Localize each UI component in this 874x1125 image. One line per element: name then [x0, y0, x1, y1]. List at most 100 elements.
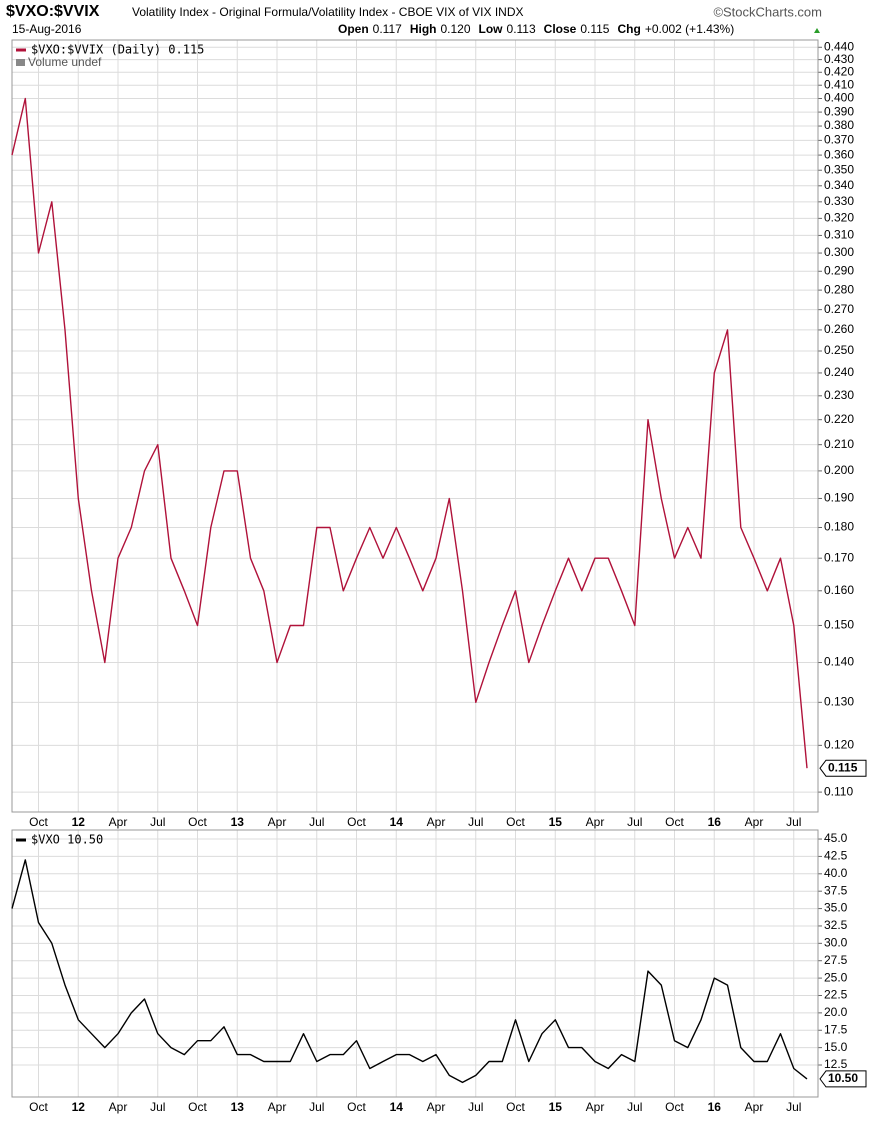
x-tick-label: Apr	[109, 815, 128, 829]
y-tick-label: 0.340	[824, 178, 854, 192]
date: 15-Aug-2016	[12, 22, 82, 36]
y-tick-label: 0.210	[824, 437, 854, 451]
y-tick-label: 0.230	[824, 388, 854, 402]
y-tick-label: 0.130	[824, 695, 854, 709]
x-tick-label: Jul	[786, 815, 801, 829]
x-tick-label: Jul	[468, 815, 483, 829]
y-tick-label: 42.5	[824, 849, 848, 863]
y-tick-label: 32.5	[824, 918, 848, 932]
y-tick-label: 0.120	[824, 738, 854, 752]
ohlc-value: 0.117	[373, 22, 402, 36]
y-tick-label: 40.0	[824, 866, 848, 880]
x-tick-label: 15	[549, 1100, 563, 1114]
ohlc-value: 0.115	[580, 22, 609, 36]
last-value-label: 10.50	[828, 1071, 858, 1085]
y-tick-label: 20.0	[824, 1005, 848, 1019]
plot-frame	[11, 39, 819, 813]
chart-title: $VXO:$VVIX	[6, 3, 100, 20]
y-tick-label: 0.380	[824, 118, 854, 132]
y-tick-label: 30.0	[824, 936, 848, 950]
x-tick-label: Jul	[150, 815, 165, 829]
y-tick-label: 0.200	[824, 463, 854, 477]
x-tick-label: 12	[72, 815, 86, 829]
x-tick-label: Oct	[665, 1100, 684, 1114]
x-tick-label: Oct	[506, 815, 525, 829]
y-tick-label: 0.260	[824, 322, 854, 336]
y-tick-label: 37.5	[824, 883, 848, 897]
x-tick-label: Apr	[745, 1100, 764, 1114]
y-tick-label: 0.150	[824, 618, 854, 632]
volume-icon	[16, 59, 25, 66]
y-tick-label: 12.5	[824, 1057, 848, 1071]
y-tick-label: 27.5	[824, 953, 848, 967]
ohlc: Open 0.117 High 0.120 Low 0.113 Close 0.115 Chg +…	[338, 22, 734, 36]
x-tick-label: Jul	[786, 1100, 801, 1114]
volume-label: Volume undef	[28, 55, 102, 69]
y-tick-label: 0.110	[824, 784, 853, 798]
ohlc-label: Chg	[617, 22, 640, 36]
y-tick-label: 45.0	[824, 831, 848, 845]
data-line	[11, 97, 808, 769]
ohlc-label: Low	[479, 22, 504, 36]
x-tick-label: Apr	[586, 815, 605, 829]
plot-frame	[11, 829, 819, 1098]
x-tick-label: Oct	[347, 815, 366, 829]
legend-label: $VXO:$VVIX (Daily) 0.115	[31, 43, 204, 57]
x-tick-label: 14	[390, 1100, 404, 1114]
y-tick-label: 0.160	[824, 583, 854, 597]
y-tick-label: 0.270	[824, 302, 854, 316]
x-tick-label: Oct	[188, 1100, 207, 1114]
x-tick-label: Oct	[347, 1100, 366, 1114]
x-tick-label: 14	[390, 815, 404, 829]
x-tick-label: Apr	[268, 815, 287, 829]
y-tick-label: 0.300	[824, 245, 854, 259]
x-tick-label: Jul	[627, 815, 642, 829]
y-tick-label: 0.440	[824, 39, 854, 53]
source: ©StockCharts.com	[713, 4, 822, 19]
y-tick-label: 35.0	[824, 901, 848, 915]
x-tick-label: Oct	[506, 1100, 525, 1114]
x-tick-label: Jul	[150, 1100, 165, 1114]
y-tick-label: 0.220	[824, 412, 854, 426]
y-tick-label: 0.180	[824, 520, 854, 534]
x-tick-label: Apr	[745, 815, 764, 829]
x-tick-label: Jul	[309, 815, 324, 829]
chart-subtitle: Volatility Index - Original Formula/Vola…	[132, 5, 523, 19]
y-tick-label: 25.0	[824, 970, 848, 984]
last-value-label: 0.115	[828, 760, 858, 774]
last-value-tag	[819, 1070, 867, 1088]
y-tick-label: 22.5	[824, 988, 848, 1002]
y-tick-label: 0.370	[824, 133, 854, 147]
x-tick-label: 12	[72, 1100, 86, 1114]
x-tick-label: Apr	[109, 1100, 128, 1114]
x-tick-label: Oct	[188, 815, 207, 829]
x-tick-label: Oct	[29, 1100, 48, 1114]
x-tick-label: Jul	[309, 1100, 324, 1114]
y-tick-label: 0.430	[824, 52, 854, 66]
x-tick-label: Jul	[468, 1100, 483, 1114]
x-tick-label: 13	[231, 1100, 245, 1114]
y-tick-label: 0.330	[824, 194, 854, 208]
x-tick-label: Oct	[665, 815, 684, 829]
y-tick-label: 0.310	[824, 228, 854, 242]
ohlc-value: 0.113	[507, 22, 536, 36]
x-tick-label: 16	[708, 1100, 722, 1114]
y-tick-label: 0.140	[824, 655, 854, 669]
y-tick-label: 0.350	[824, 162, 854, 176]
ohlc-label: Open	[338, 22, 369, 36]
last-value-tag	[819, 759, 867, 777]
x-tick-label: 16	[708, 815, 722, 829]
y-tick-label: 0.240	[824, 365, 854, 379]
y-tick-label: 0.280	[824, 282, 854, 296]
x-tick-label: Apr	[427, 815, 446, 829]
ohlc-label: Close	[544, 22, 577, 36]
data-line	[11, 859, 808, 1084]
y-tick-label: 0.170	[824, 550, 854, 564]
y-tick-label: 17.5	[824, 1022, 848, 1036]
y-tick-label: 0.190	[824, 491, 854, 505]
y-tick-label: 15.0	[824, 1040, 848, 1054]
x-tick-label: 13	[231, 815, 245, 829]
ohlc-value: 0.120	[440, 22, 470, 36]
y-tick-label: 0.360	[824, 147, 854, 161]
